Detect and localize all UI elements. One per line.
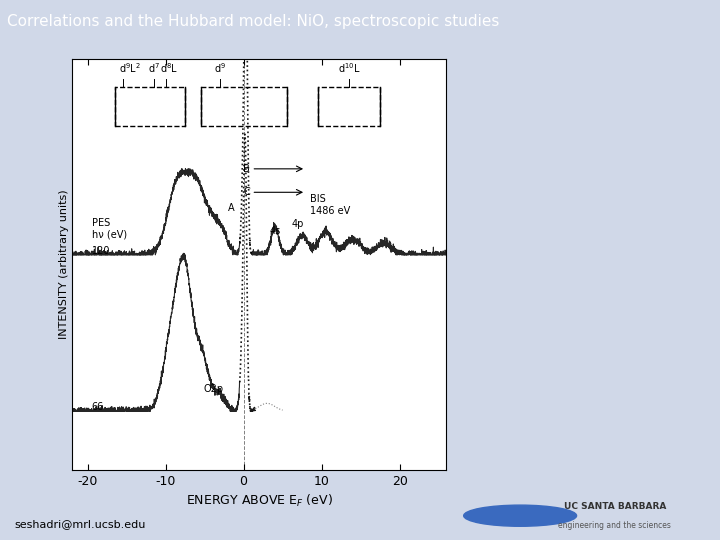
Text: 120: 120	[91, 246, 110, 256]
Text: 66: 66	[91, 402, 104, 412]
Text: BIS
1486 eV: BIS 1486 eV	[310, 194, 350, 216]
Y-axis label: INTENSITY (arbitrary units): INTENSITY (arbitrary units)	[59, 190, 69, 340]
Text: A: A	[228, 203, 234, 213]
Text: 4p: 4p	[292, 219, 305, 228]
X-axis label: ENERGY ABOVE E$_F$ (eV): ENERGY ABOVE E$_F$ (eV)	[186, 493, 333, 509]
FancyBboxPatch shape	[115, 87, 185, 126]
FancyBboxPatch shape	[318, 87, 380, 126]
Text: UC SANTA BARBARA: UC SANTA BARBARA	[564, 502, 666, 511]
Text: B: B	[243, 164, 250, 174]
Text: d$^8$L: d$^8$L	[161, 61, 179, 75]
Text: d$^{10}$L: d$^{10}$L	[338, 61, 360, 75]
Text: Correlations and the Hubbard model: NiO, spectroscopic studies: Correlations and the Hubbard model: NiO,…	[7, 14, 500, 29]
Text: d$^7$: d$^7$	[148, 61, 160, 75]
Text: engineering and the sciences: engineering and the sciences	[559, 521, 671, 530]
Text: C: C	[243, 187, 250, 197]
Text: O2p: O2p	[204, 384, 224, 394]
Text: PES
hν (eV): PES hν (eV)	[91, 218, 127, 239]
Text: d$^9$: d$^9$	[214, 61, 226, 75]
Text: d$^9$L$^2$: d$^9$L$^2$	[120, 61, 142, 75]
Circle shape	[464, 505, 577, 526]
Text: 4s: 4s	[269, 226, 280, 237]
FancyBboxPatch shape	[201, 87, 287, 126]
Text: seshadri@mrl.ucsb.edu: seshadri@mrl.ucsb.edu	[14, 519, 145, 529]
